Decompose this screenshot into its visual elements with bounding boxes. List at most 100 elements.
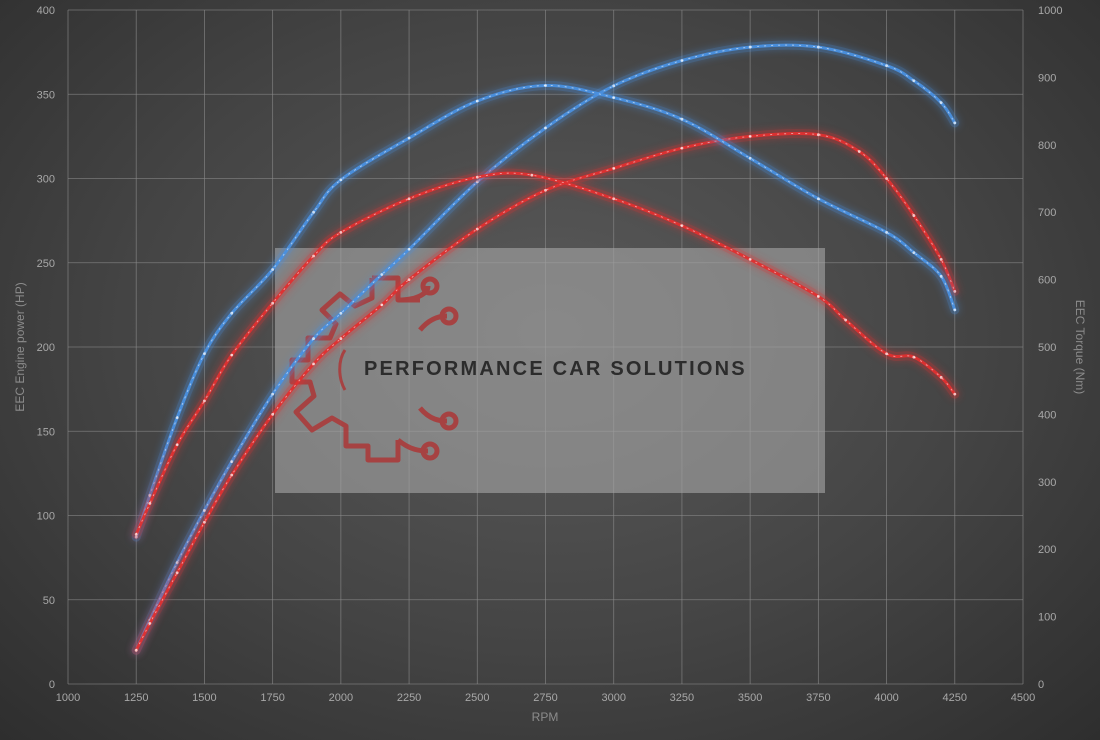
series-point <box>134 532 138 536</box>
grid-lines <box>67 9 1024 685</box>
series-point <box>885 177 888 180</box>
series-point <box>312 254 315 258</box>
y-left-axis-title: EEC Engine power (HP) <box>13 282 27 411</box>
y-right-tick-label: 300 <box>1038 477 1056 489</box>
series-point <box>680 146 684 150</box>
series-point <box>148 621 152 625</box>
watermark: PERFORMANCE CAR SOLUTIONS <box>275 248 825 493</box>
series-point <box>271 301 275 305</box>
series-point <box>407 278 411 281</box>
series-point <box>475 175 479 179</box>
series-point <box>912 251 916 255</box>
y-left-tick-label: 200 <box>37 342 55 354</box>
x-tick-label: 3750 <box>806 692 830 704</box>
series-point <box>312 337 315 340</box>
x-tick-label: 1750 <box>260 692 284 704</box>
series-point <box>475 227 479 231</box>
series-point <box>339 231 343 234</box>
x-axis-ticks: 1000 1250 1500 1750 2000 2250 2500 2750 3000 3250… <box>56 692 1035 704</box>
y-right-tick-label: 900 <box>1038 72 1056 84</box>
x-tick-label: 1500 <box>192 692 216 704</box>
series-point <box>312 210 315 214</box>
series-point <box>203 352 206 356</box>
watermark-text: PERFORMANCE CAR SOLUTIONS <box>364 358 747 380</box>
series-point <box>844 318 848 322</box>
x-tick-label: 4500 <box>1011 692 1035 704</box>
y-right-tick-label: 700 <box>1038 207 1056 219</box>
y-left-tick-label: 350 <box>37 89 55 101</box>
x-tick-label: 2500 <box>465 692 489 704</box>
series-point <box>748 156 752 160</box>
x-tick-label: 3250 <box>670 692 694 704</box>
series-point <box>748 257 752 261</box>
series-point <box>380 303 384 307</box>
series-point <box>748 45 752 49</box>
series-point <box>680 117 684 121</box>
series-point <box>680 224 684 228</box>
series-point <box>912 214 916 217</box>
y-left-tick-label: 100 <box>37 511 55 523</box>
series-line-highlight <box>135 133 956 651</box>
series-point <box>953 121 957 125</box>
x-tick-label: 2750 <box>533 692 557 704</box>
series-point <box>885 64 888 68</box>
y-left-tick-label: 50 <box>43 595 55 607</box>
series-point <box>816 45 820 49</box>
y-right-tick-label: 100 <box>1038 612 1056 624</box>
y-left-axis-ticks: 0 50 100 150 200 250 300 350 400 <box>37 5 55 691</box>
series-point <box>203 509 206 512</box>
x-tick-label: 4000 <box>874 692 898 704</box>
series-point <box>612 84 616 88</box>
series-line-highlight <box>135 44 956 651</box>
data-series <box>131 40 960 655</box>
series-point <box>134 648 138 652</box>
series-point <box>175 571 179 575</box>
y-left-tick-label: 150 <box>37 426 55 438</box>
x-tick-label: 2000 <box>329 692 353 704</box>
series-point <box>939 257 943 261</box>
x-tick-label: 1250 <box>124 692 148 704</box>
series-point <box>939 101 943 105</box>
y-right-tick-label: 1000 <box>1038 5 1062 17</box>
series-point <box>230 460 234 463</box>
y-left-tick-label: 300 <box>37 174 55 186</box>
x-axis-title: RPM <box>532 710 559 724</box>
series-point <box>912 79 916 83</box>
y-right-axis-title: EEC Torque (Nm) <box>1073 300 1087 394</box>
series-point <box>612 166 616 170</box>
series-point <box>939 274 943 278</box>
series-point <box>544 84 547 87</box>
y-left-tick-label: 250 <box>37 258 55 270</box>
x-tick-label: 2250 <box>397 692 421 704</box>
series-point <box>544 188 547 192</box>
y-right-axis-ticks: 0 100 200 300 400 500 600 700 800 900 1000 <box>1038 5 1062 691</box>
series-point <box>203 520 206 524</box>
series-line-highlight <box>135 172 956 535</box>
series-point <box>230 311 234 315</box>
series-point <box>885 352 888 356</box>
y-right-tick-label: 200 <box>1038 544 1056 556</box>
series-point <box>612 96 616 100</box>
x-tick-label: 3500 <box>738 692 762 704</box>
series-point <box>885 231 888 234</box>
y-right-tick-label: 0 <box>1038 679 1044 691</box>
x-tick-label: 3000 <box>601 692 625 704</box>
series-point <box>312 362 315 366</box>
series-point <box>380 273 384 276</box>
series-point <box>748 134 752 138</box>
series-point <box>816 133 820 137</box>
series-point <box>475 99 479 103</box>
series-point <box>816 295 820 298</box>
y-right-tick-label: 800 <box>1038 140 1056 152</box>
series-point <box>939 375 943 379</box>
series-point <box>407 136 411 140</box>
series-point <box>148 501 152 505</box>
series-point <box>407 247 411 251</box>
series-point <box>175 416 179 420</box>
series-point <box>339 311 343 315</box>
series-point <box>530 173 534 177</box>
series-point <box>816 197 820 201</box>
y-left-tick-label: 0 <box>49 679 55 691</box>
series-point <box>271 413 275 416</box>
